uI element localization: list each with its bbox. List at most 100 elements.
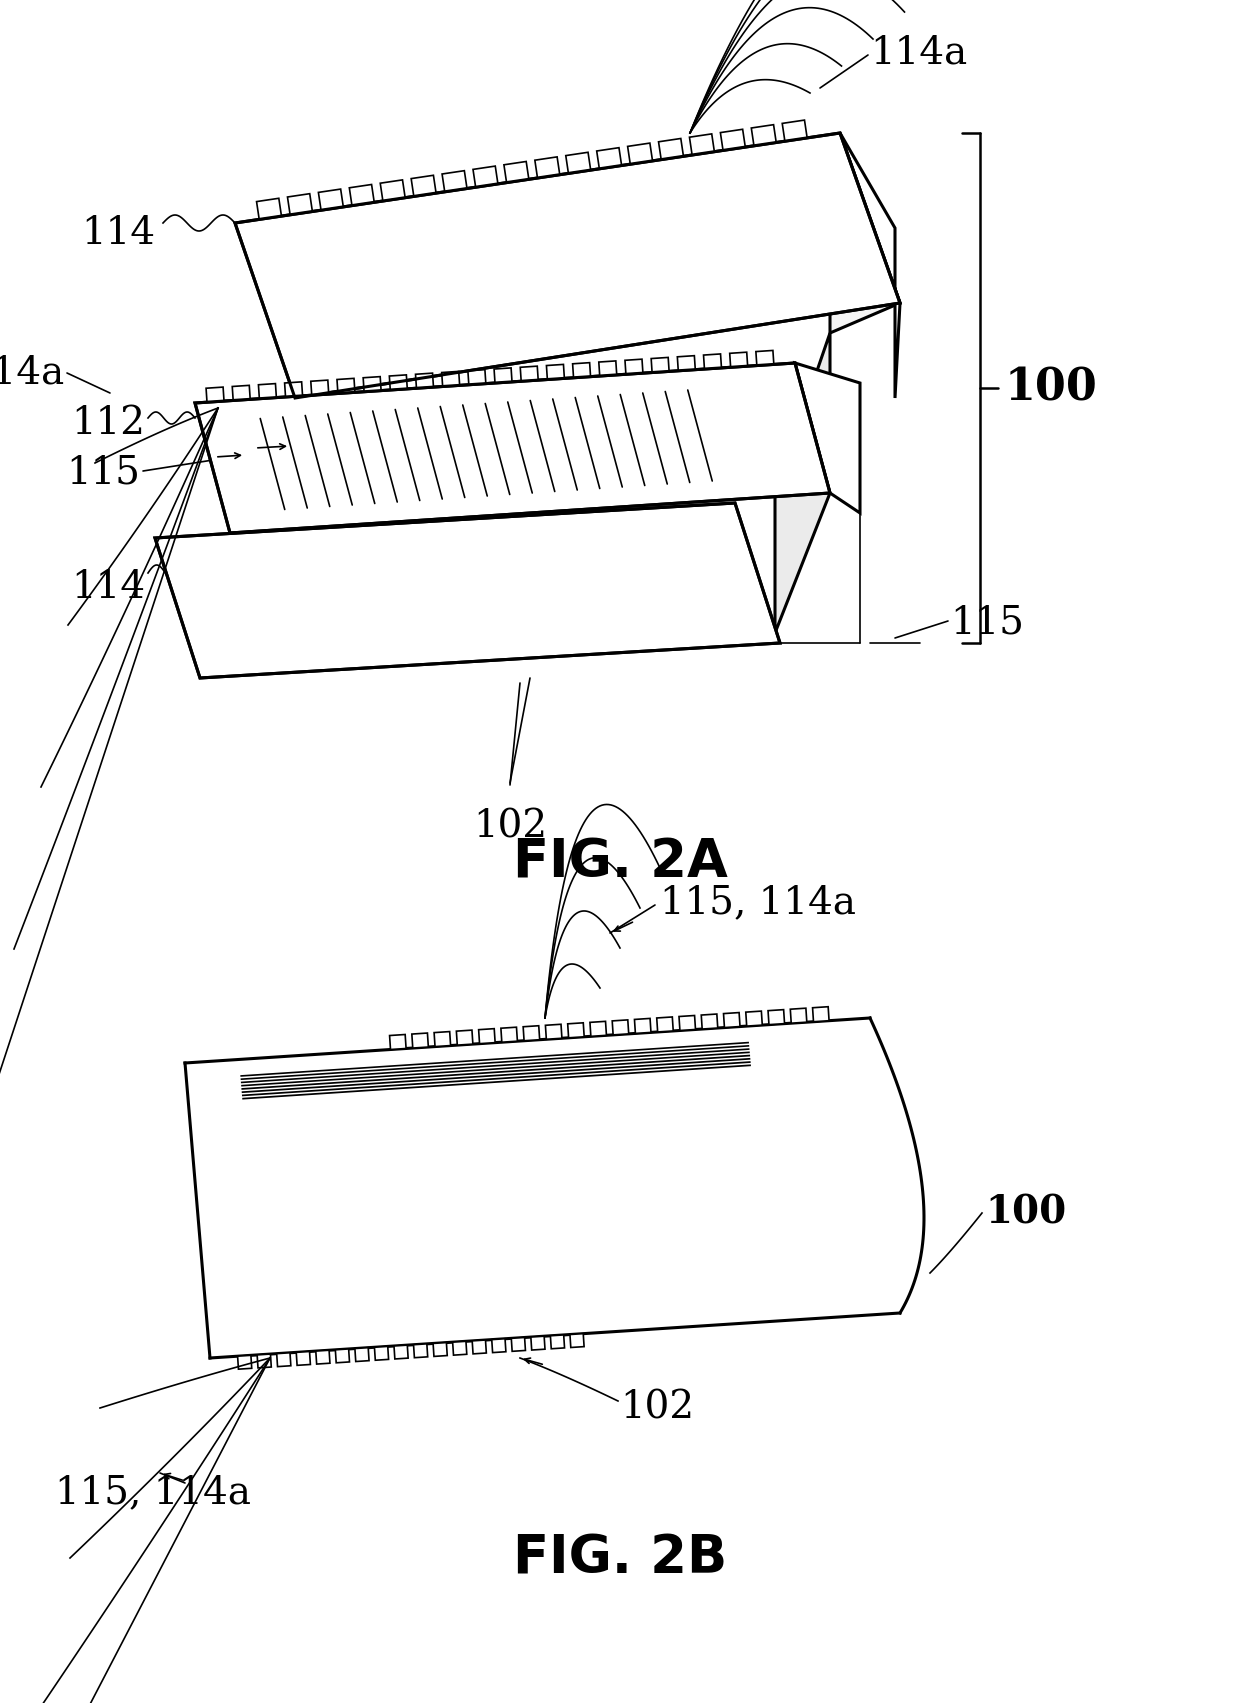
Polygon shape (795, 363, 861, 513)
Polygon shape (492, 1339, 506, 1352)
Polygon shape (551, 1335, 564, 1349)
Polygon shape (830, 133, 900, 334)
Polygon shape (479, 1029, 495, 1044)
Polygon shape (232, 385, 250, 400)
Polygon shape (689, 135, 714, 155)
Polygon shape (350, 184, 374, 206)
Polygon shape (319, 189, 343, 209)
Polygon shape (565, 152, 590, 174)
Polygon shape (441, 371, 460, 387)
Polygon shape (503, 162, 528, 182)
Polygon shape (635, 1018, 651, 1034)
Text: 114a: 114a (870, 34, 967, 72)
Polygon shape (745, 1012, 763, 1027)
Polygon shape (206, 387, 224, 402)
Polygon shape (415, 373, 434, 388)
Polygon shape (534, 157, 559, 179)
Polygon shape (355, 1347, 370, 1361)
Polygon shape (531, 1337, 546, 1350)
Polygon shape (651, 358, 670, 373)
Polygon shape (412, 1034, 428, 1047)
Polygon shape (590, 1022, 606, 1037)
Polygon shape (768, 1010, 785, 1025)
Text: 102: 102 (620, 1390, 694, 1427)
Polygon shape (568, 1024, 584, 1037)
Polygon shape (381, 181, 405, 201)
Polygon shape (414, 1344, 428, 1357)
Polygon shape (433, 1342, 448, 1356)
Polygon shape (185, 1018, 924, 1357)
Polygon shape (547, 364, 564, 380)
Text: 114: 114 (81, 215, 155, 252)
Polygon shape (812, 1006, 830, 1022)
Polygon shape (453, 1342, 466, 1356)
Polygon shape (720, 129, 745, 150)
Polygon shape (238, 1356, 252, 1369)
Polygon shape (658, 138, 683, 160)
Text: 114: 114 (71, 569, 145, 606)
Polygon shape (839, 133, 900, 399)
Text: 115: 115 (66, 455, 140, 492)
Text: 102: 102 (472, 807, 547, 845)
Polygon shape (790, 1008, 807, 1024)
Polygon shape (257, 198, 281, 220)
Polygon shape (523, 1025, 539, 1041)
Polygon shape (723, 1013, 740, 1027)
Polygon shape (296, 1352, 310, 1366)
Polygon shape (729, 353, 748, 368)
Polygon shape (363, 376, 381, 392)
Polygon shape (703, 354, 722, 370)
Polygon shape (680, 1015, 696, 1030)
Text: FIG. 2A: FIG. 2A (512, 836, 728, 889)
Polygon shape (511, 1337, 526, 1350)
Polygon shape (389, 1034, 405, 1049)
Polygon shape (782, 121, 807, 141)
Polygon shape (613, 1020, 629, 1035)
Polygon shape (599, 361, 616, 376)
Polygon shape (627, 143, 652, 163)
Text: 100: 100 (985, 1194, 1066, 1231)
Polygon shape (467, 370, 486, 385)
Polygon shape (434, 1032, 450, 1047)
Polygon shape (677, 356, 696, 371)
Polygon shape (702, 1013, 718, 1029)
Polygon shape (472, 1340, 486, 1354)
Polygon shape (501, 1027, 517, 1042)
Polygon shape (625, 359, 642, 375)
Polygon shape (285, 381, 303, 397)
Polygon shape (394, 1345, 408, 1359)
Polygon shape (335, 1349, 350, 1362)
Text: 115, 114a: 115, 114a (55, 1475, 250, 1512)
Polygon shape (775, 334, 830, 634)
Polygon shape (443, 170, 467, 192)
Text: 100: 100 (1004, 366, 1097, 409)
Polygon shape (288, 194, 312, 215)
Polygon shape (596, 148, 621, 169)
Text: 112: 112 (71, 405, 145, 441)
Polygon shape (456, 1030, 472, 1046)
Polygon shape (257, 1354, 272, 1368)
Polygon shape (258, 383, 277, 399)
Polygon shape (337, 378, 355, 393)
Polygon shape (155, 502, 780, 678)
Text: 114a: 114a (0, 354, 64, 392)
Polygon shape (756, 351, 774, 366)
Text: FIG. 2B: FIG. 2B (513, 1533, 727, 1584)
Text: 115, 114a: 115, 114a (660, 884, 856, 921)
Polygon shape (236, 133, 900, 399)
Polygon shape (573, 363, 590, 378)
Polygon shape (472, 167, 498, 187)
Polygon shape (277, 1352, 291, 1366)
Polygon shape (751, 124, 776, 146)
Text: 115: 115 (950, 605, 1024, 642)
Polygon shape (374, 1347, 388, 1361)
Polygon shape (316, 1350, 330, 1364)
Polygon shape (521, 366, 538, 381)
Polygon shape (311, 380, 329, 395)
Polygon shape (389, 375, 407, 390)
Polygon shape (195, 363, 830, 533)
Polygon shape (546, 1024, 562, 1039)
Polygon shape (570, 1333, 584, 1347)
Polygon shape (412, 175, 436, 196)
Polygon shape (494, 368, 512, 383)
